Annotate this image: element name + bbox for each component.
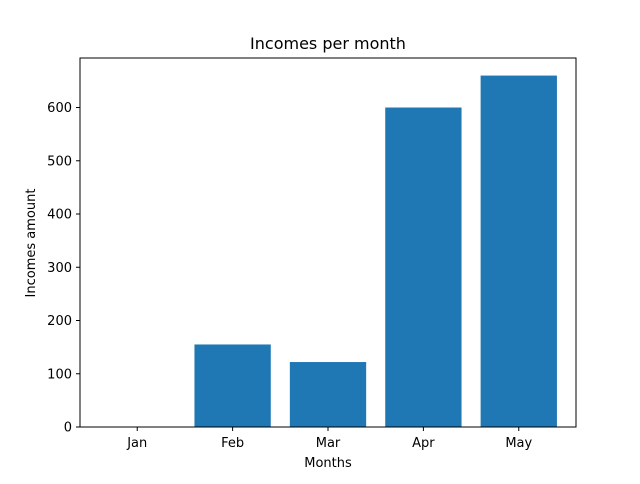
bars-group <box>194 75 557 428</box>
y-tick-label: 0 <box>64 421 72 436</box>
chart-title: Incomes per month <box>250 34 406 53</box>
x-tick-label: Feb <box>221 436 244 451</box>
bar-mar <box>289 362 367 427</box>
x-tick-label: Apr <box>412 436 435 451</box>
bar-apr <box>385 107 462 428</box>
y-tick-label: 100 <box>47 367 72 382</box>
y-tick-label: 200 <box>47 314 72 329</box>
y-tick-label: 300 <box>47 261 72 276</box>
x-tick-label: May <box>505 436 532 451</box>
y-axis-ticks: 0 100 200 300 400 500 600 <box>47 101 80 436</box>
x-tick-label: Jan <box>126 436 147 451</box>
y-axis-label: Incomes amount <box>24 189 39 298</box>
plot-frame <box>79 57 577 428</box>
bar-feb <box>194 344 271 427</box>
y-tick-label: 500 <box>47 154 72 169</box>
x-axis-ticks: Jan Feb Mar Apr May <box>126 427 533 451</box>
y-tick-label: 400 <box>47 208 72 223</box>
y-tick-label: 600 <box>47 101 72 116</box>
x-tick-label: Mar <box>316 436 341 451</box>
bar-may <box>480 75 557 427</box>
x-axis-label: Months <box>304 456 352 471</box>
